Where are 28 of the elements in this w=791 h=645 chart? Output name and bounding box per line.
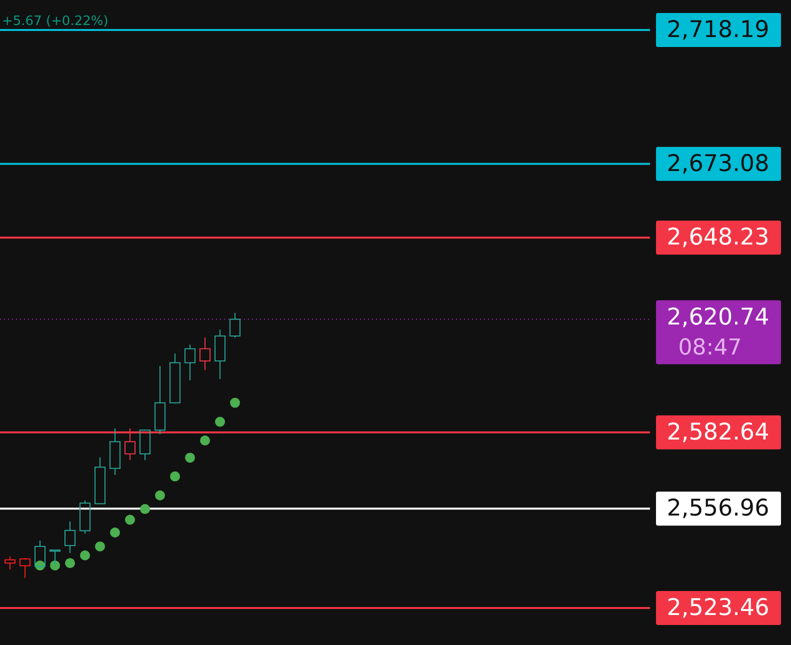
annotation: +5.67 (+0.22%) [2, 14, 108, 29]
point [230, 398, 240, 408]
point [155, 490, 165, 500]
ref-line-label: 2,582.64 [666, 419, 770, 446]
candlestick [154, 365, 166, 435]
point [50, 560, 60, 570]
candlestick [200, 336, 210, 371]
ref-line-label: 2,556.96 [666, 496, 770, 522]
ref-line-label: 2,620.74 [666, 304, 770, 330]
point [140, 504, 150, 514]
ref-line-label: 2,673.08 [666, 150, 770, 177]
candlestick [4, 556, 16, 570]
candlestick [110, 428, 120, 476]
point [170, 471, 180, 482]
point [185, 452, 195, 463]
point [215, 416, 225, 427]
candlestick [184, 344, 196, 381]
candlestick [64, 521, 76, 554]
point [80, 550, 90, 560]
point [200, 435, 210, 446]
point [125, 514, 135, 525]
ref-line-label: 2,718.19 [666, 17, 770, 44]
ref-line-label: 2,648.23 [666, 224, 770, 251]
point [65, 558, 75, 568]
ref-line-label: 2,523.46 [666, 595, 770, 622]
text: 08:47 [678, 335, 742, 360]
point [110, 528, 120, 538]
point [95, 541, 105, 552]
